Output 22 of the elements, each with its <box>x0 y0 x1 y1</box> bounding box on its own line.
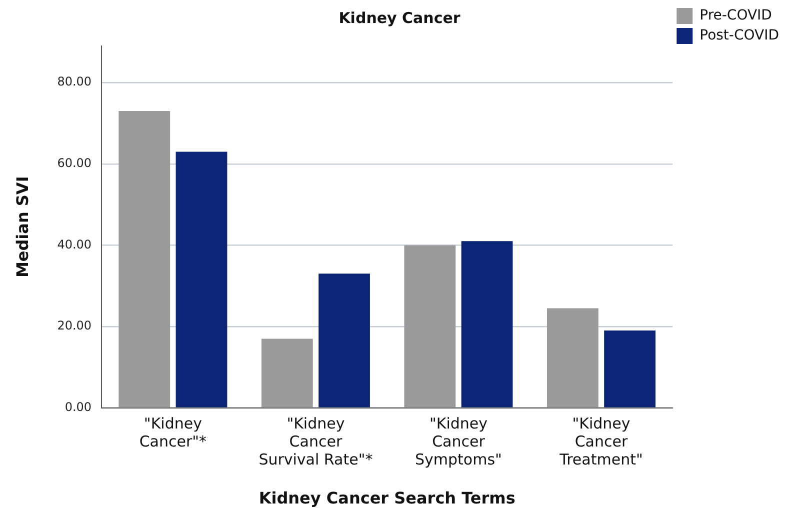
bar <box>118 111 170 408</box>
y-axis-title: Median SVI <box>12 176 32 278</box>
x-tick-label: "Kidney Cancer"* <box>139 414 208 451</box>
bar <box>261 338 313 408</box>
x-axis-title: Kidney Cancer Search Terms <box>258 488 516 508</box>
bar <box>404 245 456 408</box>
y-tick-label: 40.00 <box>57 237 92 252</box>
legend-label: Post-COVID <box>700 28 780 44</box>
bar <box>176 152 228 408</box>
bar <box>461 241 513 408</box>
x-tick-label: "Kidney Cancer Symptoms" <box>415 414 502 469</box>
chart-title: Kidney Cancer <box>338 8 461 27</box>
bar <box>604 330 656 408</box>
y-tick-label: 80.00 <box>57 74 92 89</box>
y-tick-label: 0.00 <box>64 400 92 414</box>
y-tick-label: 60.00 <box>57 156 92 170</box>
x-tick-label: "Kidney Cancer Treatment" <box>558 414 643 469</box>
x-tick-label: "Kidney Cancer Survival Rate"* <box>258 414 374 469</box>
bar <box>546 308 598 408</box>
y-tick-label: 20.00 <box>57 318 92 333</box>
legend-label: Pre-COVID <box>700 8 772 24</box>
bar <box>318 274 370 408</box>
